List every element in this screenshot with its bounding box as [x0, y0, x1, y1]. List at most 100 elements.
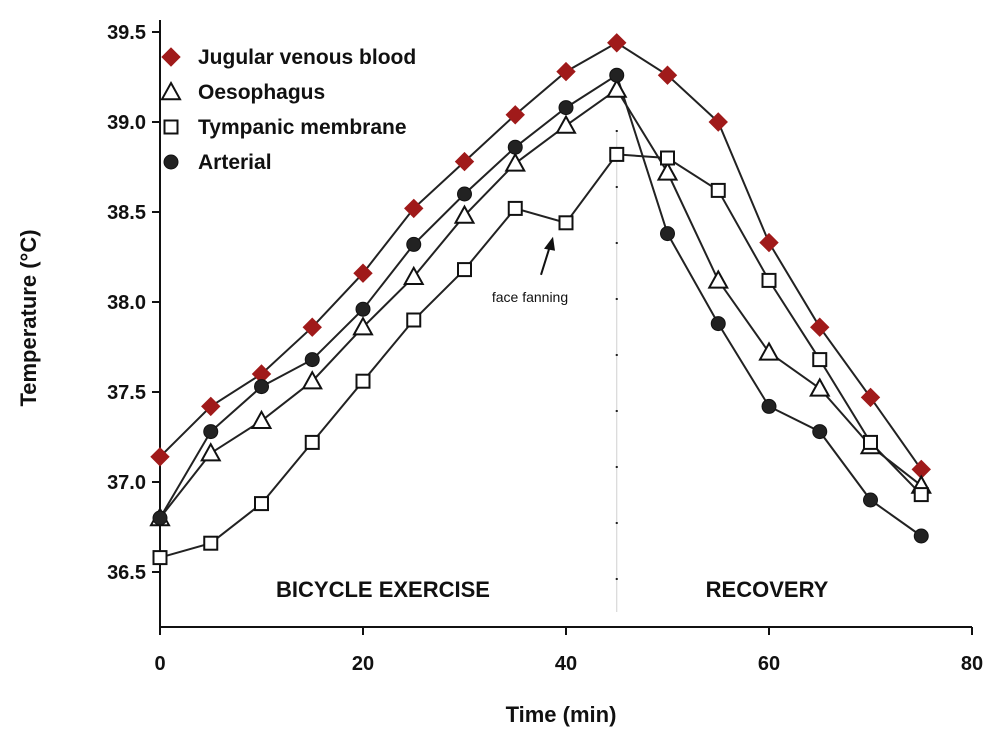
- marker-circle: [163, 154, 179, 170]
- marker-diamond: [302, 317, 322, 337]
- marker-diamond: [150, 447, 170, 467]
- series-line-2: [159, 153, 922, 559]
- marker-triangle: [504, 152, 526, 172]
- y-tick-label: 37.0: [107, 472, 146, 494]
- axes: 36.5 37.0 37.5 38.0 38.5 39.0 39.5 0 20 40 60 80 Tim…: [16, 20, 983, 727]
- marker-square: [761, 272, 777, 288]
- x-axis-title: Time (min): [506, 702, 617, 727]
- x-tick-label: 0: [154, 653, 165, 675]
- marker-diamond: [454, 151, 475, 172]
- marker-triangle: [707, 269, 729, 289]
- series-markers-3: [152, 67, 929, 544]
- legend-item: Oesophagus: [160, 80, 325, 104]
- marker-triangle: [758, 341, 780, 361]
- legend-label: Jugular venous blood: [198, 46, 416, 69]
- y-tick-label: 38.0: [107, 292, 146, 314]
- marker-circle: [812, 424, 828, 440]
- marker-triangle: [160, 80, 182, 101]
- marker-circle: [710, 316, 726, 332]
- legend-label: Tympanic membrane: [198, 116, 407, 139]
- marker-diamond: [607, 33, 627, 53]
- marker-square: [710, 182, 726, 198]
- marker-circle: [913, 528, 929, 544]
- marker-diamond: [810, 317, 830, 337]
- marker-square: [558, 215, 574, 231]
- marker-diamond: [708, 112, 728, 132]
- marker-circle: [406, 236, 422, 252]
- series-line-1: [159, 88, 922, 519]
- y-axis-title: Temperature (°C): [16, 229, 41, 406]
- series-line-3: [159, 73, 922, 537]
- marker-circle: [761, 398, 777, 414]
- region-label-recovery: RECOVERY: [706, 577, 829, 602]
- marker-square: [913, 487, 929, 503]
- annotation-arrow-head: [544, 236, 555, 251]
- marker-diamond: [161, 47, 181, 67]
- marker-square: [863, 434, 878, 450]
- marker-triangle: [656, 161, 679, 181]
- marker-circle: [203, 424, 219, 440]
- marker-diamond: [353, 263, 373, 283]
- marker-circle: [660, 226, 675, 242]
- marker-triangle: [809, 377, 831, 397]
- x-tick-label: 20: [352, 653, 374, 675]
- annotation-label: face fanning: [492, 289, 568, 305]
- marker-square: [355, 373, 371, 389]
- marker-diamond: [505, 105, 525, 125]
- marker-square: [660, 150, 675, 166]
- y-tick-label: 38.5: [107, 202, 146, 224]
- annotations: face fanning BICYCLE EXERCISE RECOVERY: [276, 236, 829, 602]
- legend-item: Arterial: [163, 151, 272, 174]
- marker-diamond: [860, 387, 881, 408]
- marker-square: [507, 200, 523, 216]
- marker-circle: [304, 352, 320, 368]
- marker-square: [812, 352, 828, 368]
- marker-circle: [355, 301, 371, 317]
- series-markers-1: [149, 78, 932, 527]
- marker-diamond: [657, 65, 678, 85]
- series-markers-2: [152, 146, 929, 566]
- marker-triangle: [250, 409, 273, 429]
- marker-circle: [254, 379, 269, 395]
- marker-triangle: [403, 265, 425, 285]
- marker-triangle: [200, 442, 222, 462]
- y-tick-label: 39.0: [107, 112, 146, 134]
- marker-square: [203, 535, 219, 551]
- marker-triangle: [453, 204, 476, 224]
- marker-square: [254, 496, 269, 512]
- legend: Jugular venous blood Oesophagus Tympanic m…: [160, 46, 416, 174]
- region-label-exercise: BICYCLE EXERCISE: [276, 577, 490, 602]
- marker-square: [457, 262, 472, 278]
- marker-square: [406, 312, 422, 328]
- series-layer: [149, 33, 932, 566]
- marker-triangle: [606, 78, 628, 98]
- y-tick-label: 37.5: [107, 382, 146, 404]
- marker-diamond: [759, 232, 779, 253]
- marker-circle: [457, 186, 472, 202]
- marker-diamond: [556, 61, 576, 82]
- marker-circle: [863, 492, 878, 508]
- legend-label: Arterial: [198, 151, 272, 174]
- marker-triangle: [555, 114, 577, 134]
- marker-square: [152, 550, 168, 566]
- marker-circle: [152, 510, 168, 526]
- legend-item: Jugular venous blood: [161, 46, 416, 69]
- legend-label: Oesophagus: [198, 81, 325, 104]
- x-tick-label: 80: [961, 653, 983, 675]
- marker-circle: [558, 100, 574, 116]
- marker-circle: [507, 139, 523, 155]
- y-tick-label: 39.5: [107, 22, 146, 44]
- series-markers-0: [150, 33, 931, 480]
- x-tick-label: 40: [555, 653, 577, 675]
- marker-triangle: [352, 316, 374, 336]
- marker-diamond: [404, 198, 424, 219]
- marker-square: [609, 146, 625, 162]
- marker-circle: [609, 67, 625, 83]
- marker-diamond: [201, 396, 221, 417]
- series-line-0: [159, 41, 923, 470]
- marker-square: [163, 119, 179, 135]
- marker-triangle: [301, 370, 323, 390]
- marker-square: [304, 434, 320, 450]
